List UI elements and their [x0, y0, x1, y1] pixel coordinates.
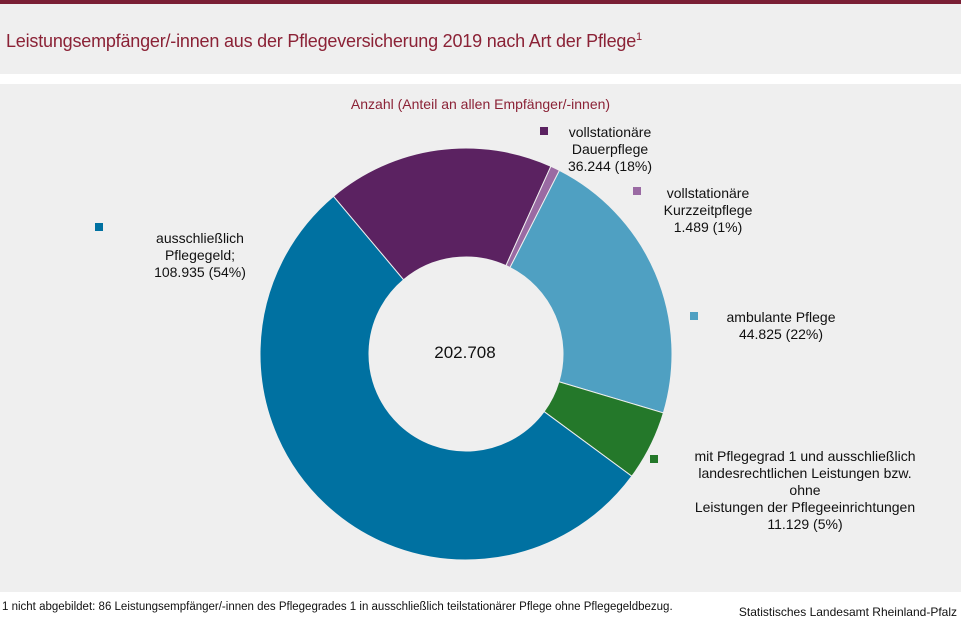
legend-swatch-kurzzeitpflege — [633, 187, 641, 195]
chart-title: Leistungsempfänger/-innen aus der Pflege… — [6, 31, 642, 51]
legend-swatch-pflegegeld — [95, 223, 103, 231]
label-line: Pflegegeld; — [164, 247, 236, 263]
label-line: vollstationäre — [568, 124, 652, 140]
label-ambulant: ambulante Pflege 44.825 (22%) — [712, 309, 850, 343]
donut-hole — [369, 257, 563, 451]
label-line: 1.489 (1%) — [673, 219, 743, 235]
label-line: mit Pflegegrad 1 und ausschließlich — [694, 448, 916, 464]
chart-subtitle: Anzahl (Anteil an allen Empfänger/-innen… — [350, 96, 611, 112]
legend-swatch-pflegegrad1 — [650, 455, 658, 463]
legend-swatch-dauerpflege — [540, 127, 548, 135]
label-pflegegeld: ausschließlich Pflegegeld; 108.935 (54%) — [135, 230, 265, 281]
header-band: Leistungsempfänger/-innen aus der Pflege… — [0, 4, 961, 74]
title-footnote-marker: 1 — [636, 31, 642, 43]
label-line: Dauerpflege — [571, 141, 649, 157]
label-line: 108.935 (54%) — [154, 264, 246, 280]
label-line: Kurzzeitpflege — [663, 202, 753, 218]
label-kurzzeitpflege: vollstationäre Kurzzeitpflege 1.489 (1%) — [648, 185, 768, 236]
label-line: 11.129 (5%) — [767, 516, 843, 532]
label-line: 44.825 (22%) — [738, 326, 824, 342]
label-pflegegrad1: mit Pflegegrad 1 und ausschließlich land… — [670, 448, 940, 533]
legend-swatch-ambulant — [690, 312, 698, 320]
label-line: vollstationäre — [666, 185, 750, 201]
top-accent-bar — [0, 0, 961, 4]
label-line: ambulante Pflege — [726, 309, 836, 325]
label-line: ohne — [789, 482, 821, 498]
label-line: ausschließlich — [156, 230, 244, 246]
donut-total-label: 202.708 — [434, 343, 496, 362]
label-line: Leistungen der Pflegeeinrichtungen — [694, 499, 916, 515]
label-dauerpflege: vollstationäre Dauerpflege 36.244 (18%) — [550, 124, 670, 175]
source-note: Statistisches Landesamt Rheinland-Pfalz — [738, 605, 957, 619]
label-line: 36.244 (18%) — [567, 158, 653, 174]
label-line: landesrechtlichen Leistungen bzw. — [698, 465, 912, 481]
footnote: 1 nicht abgebildet: 86 Leistungsempfänge… — [2, 601, 673, 613]
